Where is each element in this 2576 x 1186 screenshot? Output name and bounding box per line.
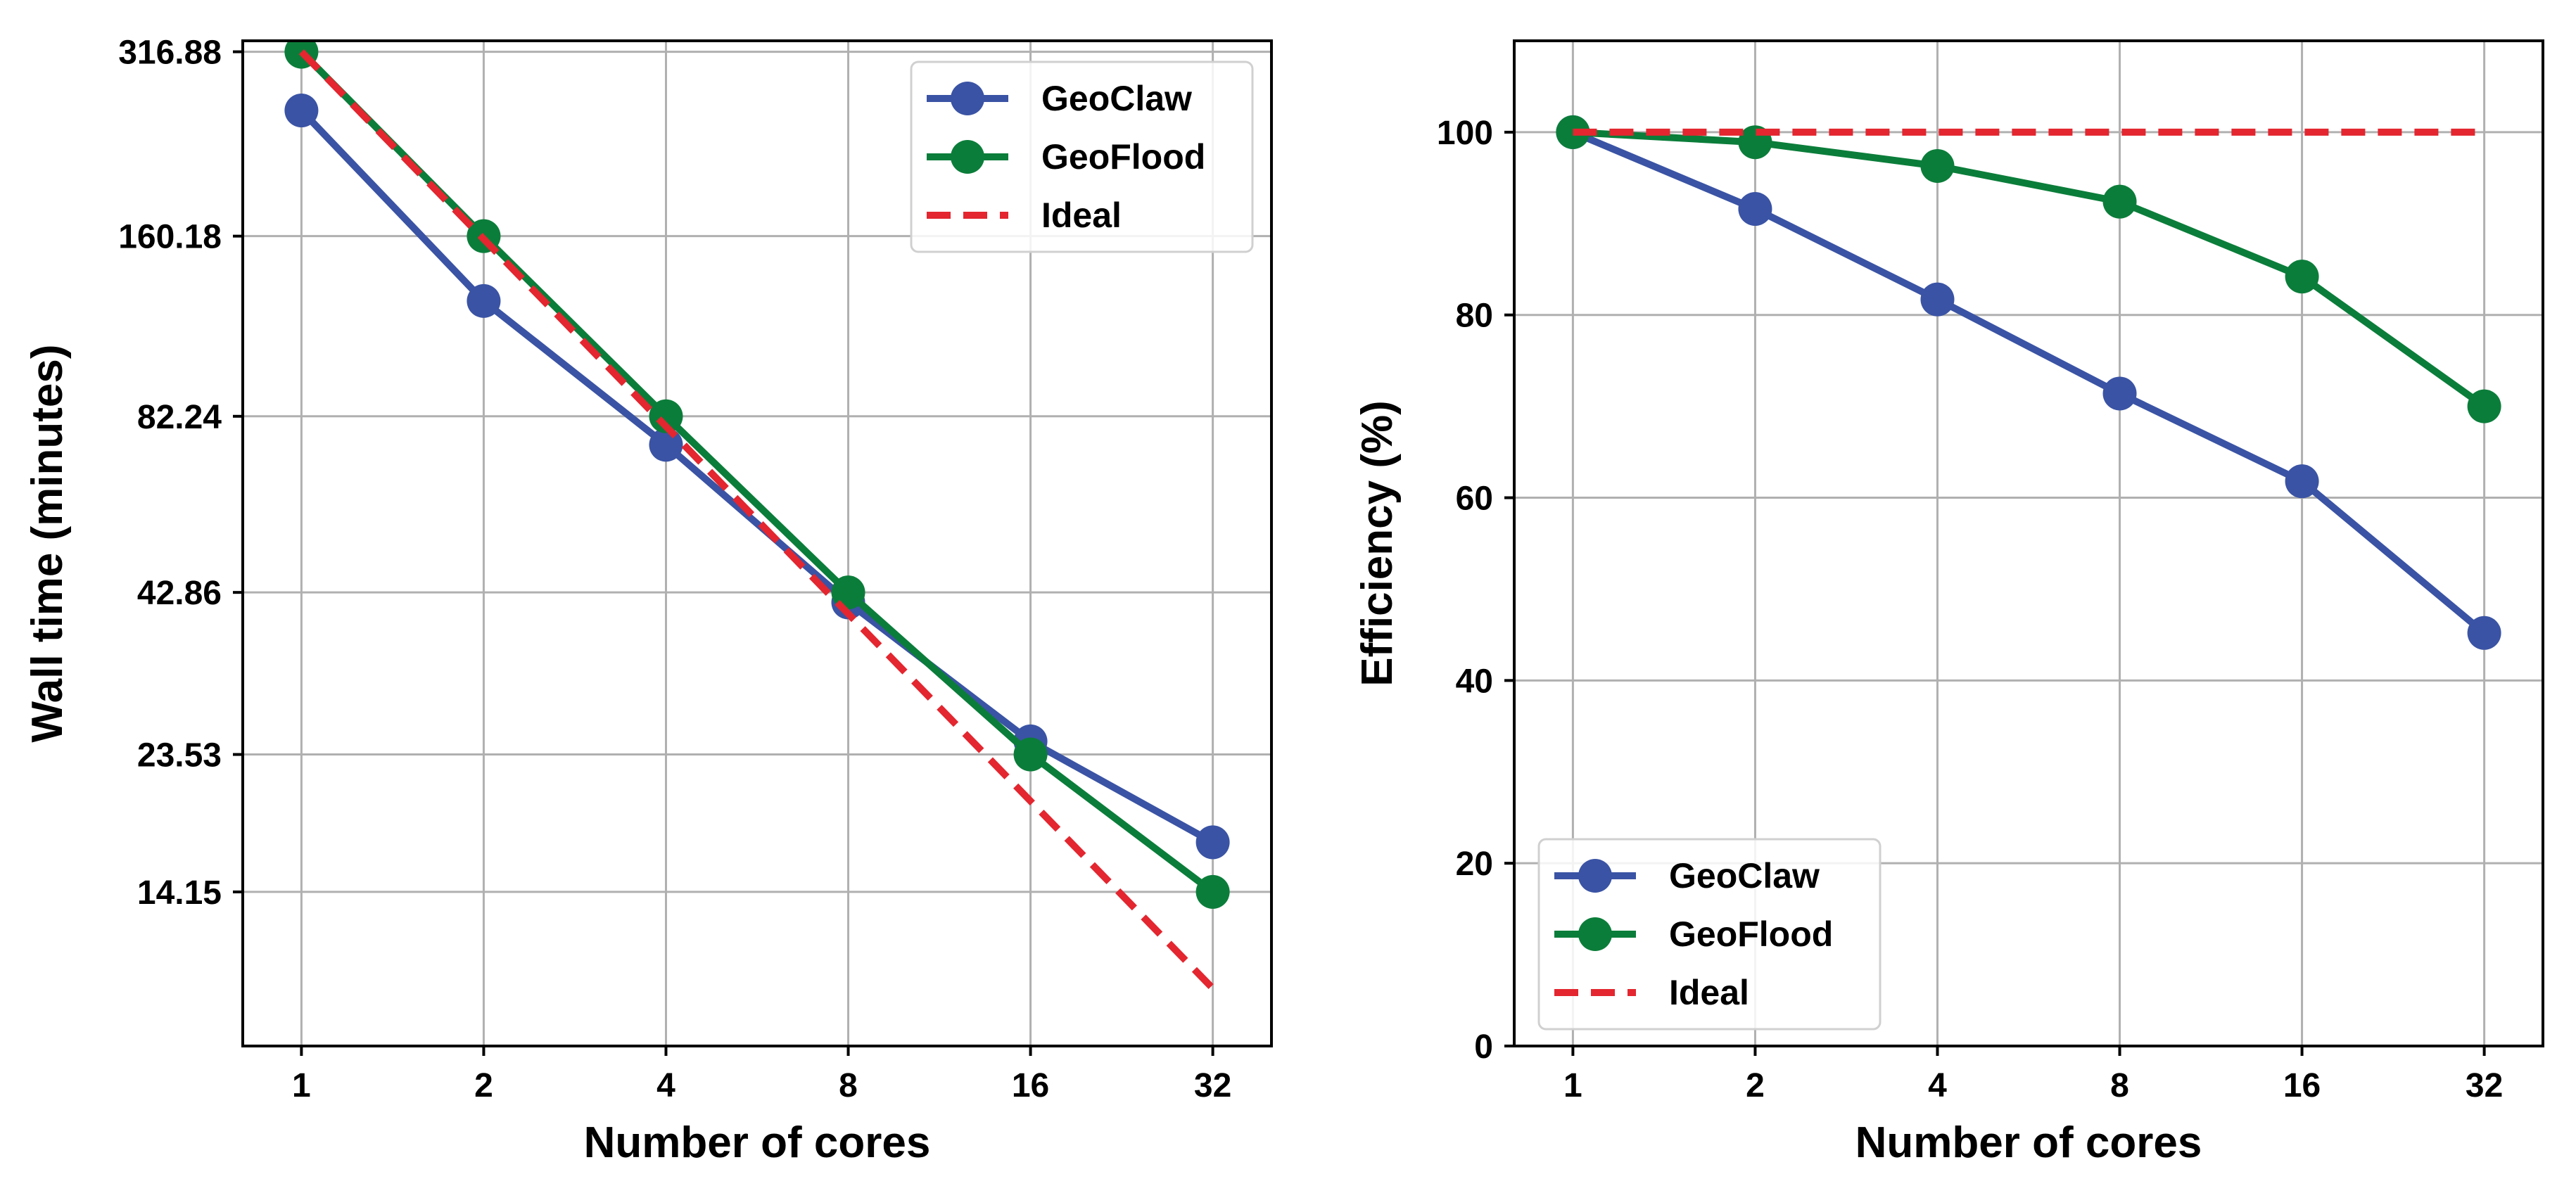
efficiency-legend-ideal-label: Ideal — [1669, 973, 1749, 1012]
efficiency-x-tick-label: 4 — [1928, 1067, 1947, 1104]
efficiency-legend-geoclaw-marker — [1578, 859, 1612, 893]
efficiency-legend: GeoClaw GeoFlood Ideal — [1537, 838, 1882, 1031]
efficiency-x-tick-label: 8 — [2110, 1067, 2129, 1104]
efficiency-geoflood-point — [2102, 184, 2137, 219]
efficiency-geoflood-point — [2285, 260, 2319, 294]
efficiency-y-tick-label: 60 — [1456, 480, 1493, 518]
efficiency-geoflood-point — [1920, 148, 1955, 183]
efficiency-x-tick-label: 16 — [2283, 1067, 2321, 1104]
efficiency-geoclaw-line — [1571, 129, 2487, 636]
efficiency-geoclaw-point — [2467, 616, 2501, 650]
wall-time-y-tick-label: 14.15 — [137, 874, 222, 912]
wall-time-x-tick-label: 16 — [1012, 1067, 1049, 1104]
wall-time-panel: 1 2 4 8 16 32 14.15 23.53 42.86 82.24 160.18 316.88… — [23, 34, 1273, 1167]
efficiency-y-axis-label: Efficiency (%) — [1353, 400, 1402, 687]
wall-time-legend-geoflood-marker — [951, 140, 984, 174]
wall-time-legend-geoflood-label: GeoFlood — [1041, 137, 1205, 177]
efficiency-legend-geoflood-label: GeoFlood — [1669, 914, 1833, 954]
efficiency-y-tick-label: 40 — [1456, 663, 1493, 700]
wall-time-y-tick-label: 82.24 — [137, 399, 222, 436]
efficiency-legend-box — [1537, 838, 1882, 1031]
wall-time-y-tick-label: 160.18 — [118, 219, 222, 256]
efficiency-geoclaw-point — [2102, 376, 2137, 411]
efficiency-legend-geoclaw-label: GeoClaw — [1669, 856, 1820, 895]
wall-time-x-tick-label: 4 — [656, 1067, 675, 1104]
efficiency-plot-frame — [1513, 39, 2544, 1047]
wall-time-geoclaw-point — [284, 94, 319, 128]
efficiency-geoclaw-point — [1920, 282, 1955, 317]
efficiency-y-tick-label: 80 — [1456, 298, 1493, 335]
efficiency-geoflood-line — [1573, 128, 2487, 409]
efficiency-x-tick-label: 2 — [1746, 1067, 1765, 1104]
efficiency-legend-geoflood-marker — [1578, 917, 1612, 951]
wall-time-geoflood-point — [1195, 874, 1230, 909]
wall-time-series-group — [284, 41, 1230, 991]
wall-time-geoclaw-point — [1195, 825, 1230, 860]
wall-time-legend-box — [910, 60, 1254, 253]
efficiency-geoclaw-point — [1738, 192, 1772, 227]
efficiency-y-tick-label: 20 — [1456, 846, 1493, 883]
efficiency-panel: 1 2 4 8 16 32 0 20 40 60 80 100 Number of cores Effic… — [1353, 39, 2544, 1167]
wall-time-x-axis-label: Number of cores — [584, 1118, 931, 1167]
wall-time-geoflood-point — [649, 399, 683, 433]
wall-time-legend: GeoClaw GeoFlood Ideal — [910, 60, 1254, 253]
wall-time-geoclaw-point — [467, 283, 501, 318]
efficiency-y-tick-label: 100 — [1437, 115, 1493, 152]
wall-time-legend-ideal-label: Ideal — [1041, 196, 1122, 235]
efficiency-series-group — [1556, 115, 2501, 650]
wall-time-x-tick-label: 32 — [1194, 1067, 1231, 1104]
wall-time-plot-frame — [241, 39, 1273, 1047]
wall-time-x-tick-label: 2 — [474, 1067, 493, 1104]
wall-time-legend-geoclaw-label: GeoClaw — [1041, 79, 1192, 118]
wall-time-x-tick-label: 8 — [839, 1067, 858, 1104]
efficiency-geoclaw-point — [2285, 464, 2319, 499]
wall-time-x-tick-label: 1 — [292, 1067, 311, 1104]
wall-time-geoclaw-line — [298, 108, 1215, 846]
efficiency-x-tick-label: 32 — [2466, 1067, 2503, 1104]
efficiency-y-tick-label: 0 — [1474, 1028, 1493, 1066]
wall-time-y-tick-label: 42.86 — [137, 575, 222, 612]
wall-time-geoflood-line — [298, 49, 1215, 895]
efficiency-geoflood-point — [2467, 389, 2501, 423]
wall-time-geoflood-point — [1013, 737, 1048, 772]
wall-time-y-axis-label: Wall time (minutes) — [23, 344, 72, 742]
efficiency-x-axis-label: Number of cores — [1855, 1118, 2202, 1167]
wall-time-legend-geoclaw-marker — [951, 82, 984, 115]
efficiency-x-tick-label: 1 — [1563, 1067, 1582, 1104]
wall-time-y-tick-label: 316.88 — [118, 34, 222, 72]
efficiency-geoflood-point — [1556, 115, 1590, 149]
wall-time-y-tick-label: 23.53 — [137, 737, 222, 774]
